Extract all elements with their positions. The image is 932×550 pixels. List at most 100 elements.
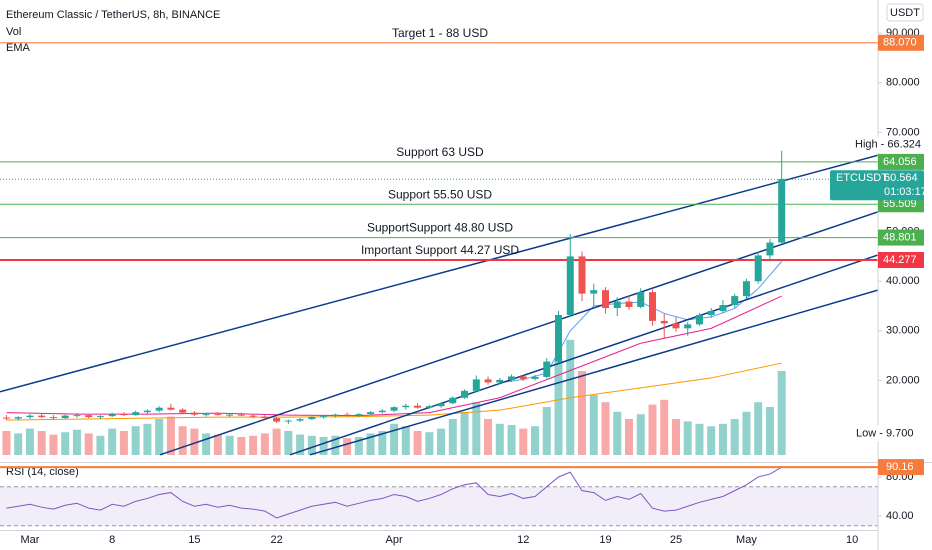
y-tick-label: 20.000 [886,374,920,386]
volume-bar [296,434,305,455]
volume-bar [425,432,434,455]
volume-bar [343,438,352,455]
volume-bar [484,419,493,455]
indicator-label[interactable]: EMA [6,42,31,54]
volume-bar [601,402,610,455]
y-tick-label: 30.000 [886,325,920,337]
candle-body [637,292,645,308]
candle-body [61,415,69,419]
x-tick-label: 10 [846,534,858,546]
currency-label[interactable]: USDT [890,7,920,19]
candle-body [14,417,22,419]
candle-body [461,390,469,398]
volume-bar [213,434,222,455]
y-tick-label: 70.000 [886,126,920,138]
candle-body [613,301,621,308]
candle-body [49,417,57,419]
rsi-title[interactable]: RSI (14, close) [6,466,79,478]
volume-bar [284,431,293,455]
countdown: 01:03:17 [884,186,927,198]
volume-bar [636,414,645,455]
volume-bar [225,435,234,455]
x-tick-label: Apr [386,534,403,546]
volume-bar [777,371,786,455]
candle-body [472,379,480,391]
price-badge [878,34,924,51]
x-tick-label: 22 [270,534,282,546]
x-tick-label: 12 [517,534,529,546]
candle-body [778,179,786,243]
volume-bar [319,437,328,455]
volume-bar [765,407,774,455]
price-badge-label: 64.056 [883,156,917,168]
candle-body [190,412,198,415]
low-label: Low - 9.700 [856,427,913,439]
price-badge [878,229,924,246]
volume-bar [413,431,422,455]
high-label: High - 66.324 [855,139,921,151]
volume-bar [718,423,727,455]
low-badge [852,425,924,442]
volume-bar [378,431,387,455]
candle-body [684,324,692,329]
volume-layer [2,339,786,455]
volume-bar [37,431,46,455]
candle-body [731,296,739,306]
candle-body [284,420,292,422]
currency-box[interactable] [886,3,924,22]
candle-body [437,403,445,407]
candle-body [179,409,187,413]
candle-body [766,242,774,256]
candle-body [308,417,316,420]
candle-body [672,323,680,329]
candle-body [367,412,375,415]
candle-body [2,417,10,419]
candle-body [143,410,151,413]
last-price-badge [830,170,924,201]
volume-bar [249,435,258,455]
candle-body [343,414,351,416]
candle-body [648,292,656,321]
volume-bar [14,433,23,455]
x-tick-label: May [736,534,757,546]
price-badge [878,252,924,269]
volume-bar [460,411,469,455]
volume-bar [660,399,669,455]
candle-body [414,405,422,408]
volume-bar [272,428,281,455]
last-price-symbol: ETCUSDT [836,172,888,184]
volume-bar [754,402,763,455]
volume-bar [72,429,81,455]
price-badge-label: 88.070 [883,37,917,49]
candle-body [26,415,34,418]
volume-bar [49,434,58,455]
volume-bar [542,407,551,455]
volume-bar [25,428,34,455]
volume-bar [554,359,563,455]
y-tick-label: 40.000 [886,275,920,287]
candle-body [273,418,281,422]
volume-bar [401,426,410,455]
candle-body [355,414,363,416]
candle-body [120,414,128,416]
candle-body [578,256,586,294]
volume-bar [366,433,375,455]
channel-line [289,254,878,456]
volume-bar [96,435,105,455]
candle-body [108,414,116,417]
indicator-label[interactable]: Vol [6,26,21,38]
volume-bar [472,402,481,455]
candle-body [754,255,762,282]
channel-line [0,154,878,393]
volume-bar [119,431,128,455]
level-annotation: Important Support 44.27 USD [361,243,519,257]
last-price-value: 60.564 [884,172,918,184]
volume-bar [742,411,751,455]
candle-body [566,256,574,315]
volume-bar [495,423,504,455]
rsi-band [0,486,878,526]
volume-bar [448,419,457,455]
y-tick-label: 80.000 [886,77,920,89]
candle-body [695,314,703,325]
